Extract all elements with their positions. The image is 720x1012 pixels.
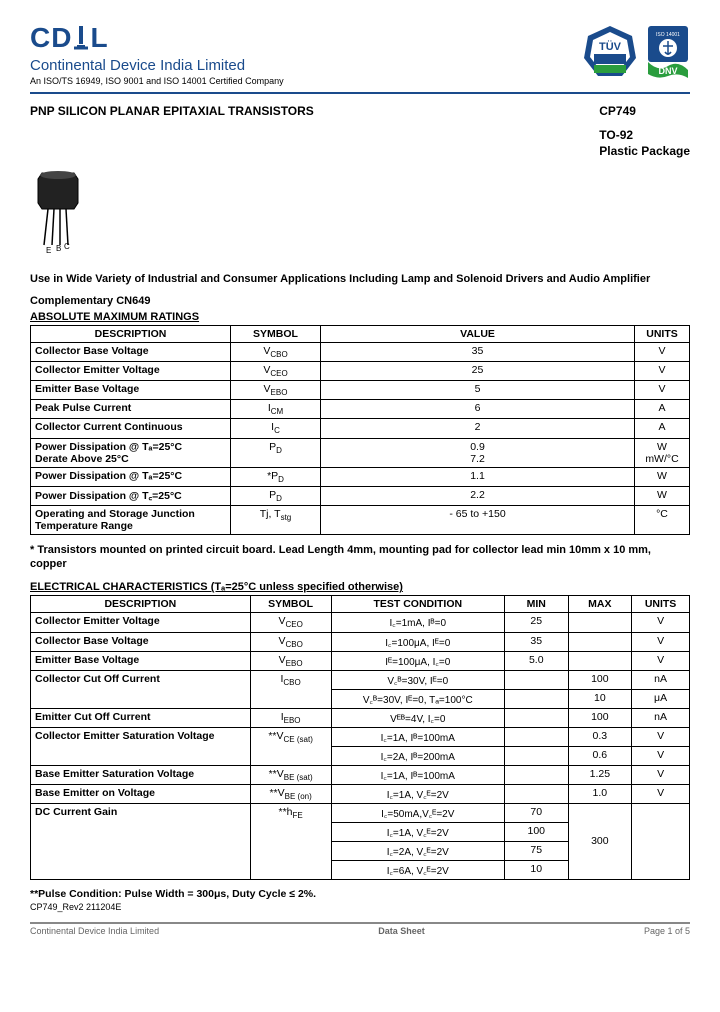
svg-text:B: B <box>56 244 61 253</box>
table-row: Base Emitter on Voltage**VBE (on)I꜀=1A, … <box>31 784 690 803</box>
svg-text:ISO 14001: ISO 14001 <box>656 32 680 38</box>
header-divider <box>30 92 690 94</box>
cert-badges: TÜV ISO 14001 DNV <box>580 24 690 80</box>
table-row: Power Dissipation @ T꜀=25°CPD2.2W <box>31 486 690 505</box>
revision-line: CP749_Rev2 211204E <box>30 902 690 912</box>
col-symbol: SYMBOL <box>231 326 321 343</box>
footer: Continental Device India Limited Data Sh… <box>30 922 690 936</box>
svg-text:DNV: DNV <box>658 66 677 76</box>
datasheet-page: CDL Continental Device India Limited An … <box>0 0 720 948</box>
col-description: DESCRIPTION <box>31 326 231 343</box>
product-title: PNP SILICON PLANAR EPITAXIAL TRANSISTORS <box>30 104 314 118</box>
elec-char-table: DESCRIPTION SYMBOL TEST CONDITION MIN MA… <box>30 595 690 880</box>
table-row: Operating and Storage Junction Temperatu… <box>31 505 690 534</box>
svg-text:E: E <box>46 246 51 255</box>
part-number: CP749 <box>599 104 690 118</box>
complementary-text: Complementary CN649 <box>30 295 690 307</box>
svg-text:C: C <box>64 242 70 251</box>
col-value: VALUE <box>321 326 635 343</box>
elec-heading: ELECTRICAL CHARACTERISTICS (Tₐ=25°C unle… <box>30 581 690 593</box>
svg-text:TÜV: TÜV <box>599 40 622 53</box>
table-row: Emitter Cut Off CurrentIEBOVᴱᴮ=4V, I꜀=01… <box>31 708 690 727</box>
dnv-badge-icon: ISO 14001 DNV <box>646 24 690 80</box>
table-row: Collector Emitter VoltageVCEO25V <box>31 362 690 381</box>
package-type: TO-92 <box>599 128 690 144</box>
cert-line: An ISO/TS 16949, ISO 9001 and ISO 14001 … <box>30 76 284 86</box>
abs-note: * Transistors mounted on printed circuit… <box>30 543 690 572</box>
table-row: Peak Pulse CurrentICM6A <box>31 400 690 419</box>
table-row: Collector Base VoltageVCBOI꜀=100μA, Iᴱ=0… <box>31 632 690 651</box>
table-row: Collector Emitter Saturation Voltage **V… <box>31 727 690 746</box>
abs-max-heading: ABSOLUTE MAXIMUM RATINGS <box>30 311 690 323</box>
package-desc: Plastic Package <box>599 144 690 160</box>
footer-center: Data Sheet <box>378 926 425 936</box>
col-units: UNITS <box>635 326 690 343</box>
abs-max-table: DESCRIPTION SYMBOL VALUE UNITS Collector… <box>30 325 690 535</box>
tuv-badge-icon: TÜV <box>580 24 640 80</box>
table-row: Collector Base VoltageVCBO35V <box>31 343 690 362</box>
footer-right: Page 1 of 5 <box>644 926 690 936</box>
table-row: Collector Cut Off Current ICBO V꜀ᴮ=30V, … <box>31 670 690 689</box>
table-row: DC Current Gain **hFE I꜀=50mA,V꜀ᴱ=2V7030… <box>31 803 690 822</box>
footer-left: Continental Device India Limited <box>30 926 159 936</box>
header: CDL Continental Device India Limited An … <box>30 24 690 86</box>
usage-text: Use in Wide Variety of Industrial and Co… <box>30 272 690 287</box>
logo-text: CDL <box>30 24 284 55</box>
table-header-row: DESCRIPTION SYMBOL VALUE UNITS <box>31 326 690 343</box>
table-header-row: DESCRIPTION SYMBOL TEST CONDITION MIN MA… <box>31 596 690 613</box>
table-row: Power Dissipation @ Tₐ=25°CDerate Above … <box>31 438 690 467</box>
title-row: PNP SILICON PLANAR EPITAXIAL TRANSISTORS… <box>30 104 690 159</box>
table-row: Emitter Base VoltageVEBO5V <box>31 381 690 400</box>
package-diagram: E B C <box>34 165 690 258</box>
table-row: Collector Current ContinuousIC2A <box>31 419 690 438</box>
company-name: Continental Device India Limited <box>30 57 284 74</box>
table-row: Base Emitter Saturation Voltage**VBE (sa… <box>31 765 690 784</box>
table-row: Emitter Base VoltageVEBOIᴱ=100μA, I꜀=05.… <box>31 651 690 670</box>
part-block: CP749 TO-92 Plastic Package <box>599 104 690 159</box>
table-row: Power Dissipation @ Tₐ=25°C*PD1.1W <box>31 467 690 486</box>
pulse-note: **Pulse Condition: Pulse Width = 300μs, … <box>30 888 690 900</box>
logo-block: CDL Continental Device India Limited An … <box>30 24 284 86</box>
table-row: Collector Emitter VoltageVCEOI꜀=1mA, Iᴮ=… <box>31 613 690 632</box>
